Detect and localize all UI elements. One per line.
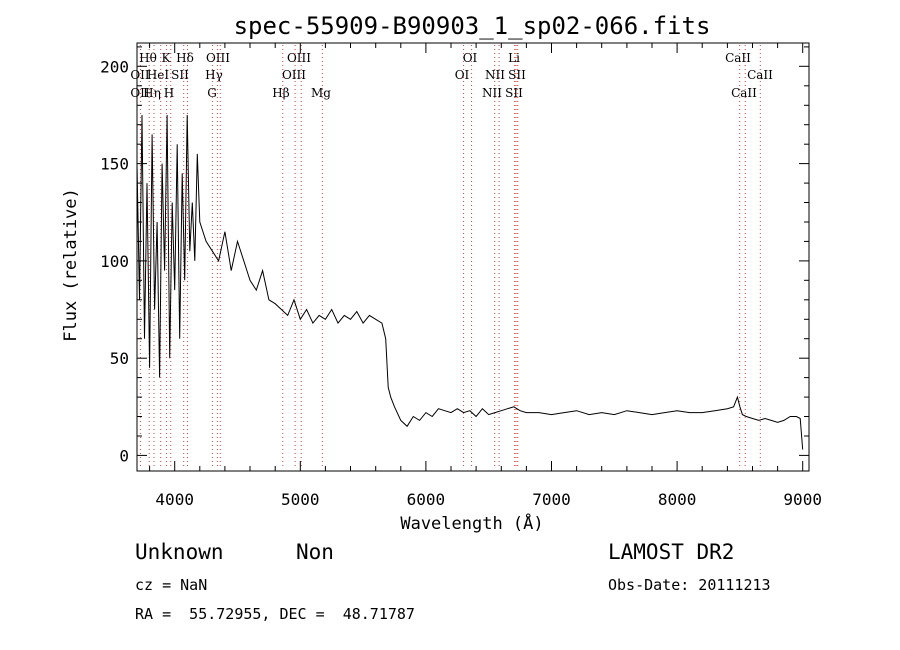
- line-label-9: HeI: [147, 68, 170, 82]
- line-label-24: SII: [505, 86, 523, 100]
- spectral-line-markers: [139, 45, 761, 469]
- redshift-value: cz = NaN: [135, 576, 208, 594]
- line-label-25: CaII: [731, 86, 757, 100]
- spectral-class: Unknown: [135, 540, 224, 564]
- y-axis-label: Flux (relative): [61, 188, 81, 342]
- x-tick-label-4: 8000: [658, 490, 697, 509]
- line-label-10: SII: [171, 68, 189, 82]
- line-label-15: SII: [508, 68, 526, 82]
- y-tick-label-4: 200: [100, 57, 129, 76]
- line-label-16: CaII: [747, 68, 773, 82]
- line-label-7: CaII: [725, 51, 751, 65]
- spectral-subclass: Non: [296, 540, 334, 564]
- x-tick-label-1: 5000: [281, 490, 320, 509]
- plot-frame: [136, 42, 810, 472]
- coordinates: RA = 55.72955, DEC = 48.71787: [135, 605, 415, 623]
- y-tick-label-1: 50: [110, 349, 129, 368]
- line-label-8: OII: [130, 68, 150, 82]
- line-label-2: Hδ: [176, 51, 194, 65]
- y-tick-label-3: 150: [100, 155, 129, 174]
- line-label-13: OI: [455, 68, 470, 82]
- line-label-22: Mg: [311, 86, 331, 100]
- line-label-18: Hη: [143, 86, 161, 100]
- observation-date: Obs-Date: 20111213: [608, 576, 771, 594]
- line-label-19: H: [164, 86, 174, 100]
- y-tick-label-0: 0: [119, 446, 129, 465]
- line-label-11: Hγ: [205, 68, 223, 82]
- line-label-17: OII: [130, 86, 150, 100]
- line-label-12: OIII: [282, 68, 306, 82]
- line-label-21: Hβ: [272, 86, 289, 100]
- x-tick-label-3: 7000: [532, 490, 571, 509]
- x-tick-label-2: 6000: [407, 490, 446, 509]
- spectrum-line: [136, 114, 804, 450]
- x-axis: 4000 5000 6000 7000 8000 9000: [149, 43, 822, 509]
- chart-title: spec-55909-B90903_1_sp02-066.fits: [234, 12, 711, 40]
- survey-name: LAMOST DR2: [608, 540, 735, 564]
- line-label-5: OI: [463, 51, 478, 65]
- line-label-23: NII: [482, 86, 502, 100]
- line-label-20: G: [207, 86, 217, 100]
- line-label-14: NII: [485, 68, 505, 82]
- line-label-3: OIII: [206, 51, 230, 65]
- x-tick-label-5: 9000: [783, 490, 822, 509]
- line-label-6: Li: [508, 51, 520, 65]
- x-tick-label-0: 4000: [155, 490, 194, 509]
- y-tick-label-2: 100: [100, 252, 129, 271]
- x-axis-label: Wavelength (Å): [400, 512, 543, 534]
- y-axis: 0 50 100 150 200: [100, 46, 809, 465]
- line-label-4: OIII: [287, 51, 311, 65]
- line-label-0: Hθ: [139, 51, 157, 65]
- line-label-1: K: [162, 51, 172, 65]
